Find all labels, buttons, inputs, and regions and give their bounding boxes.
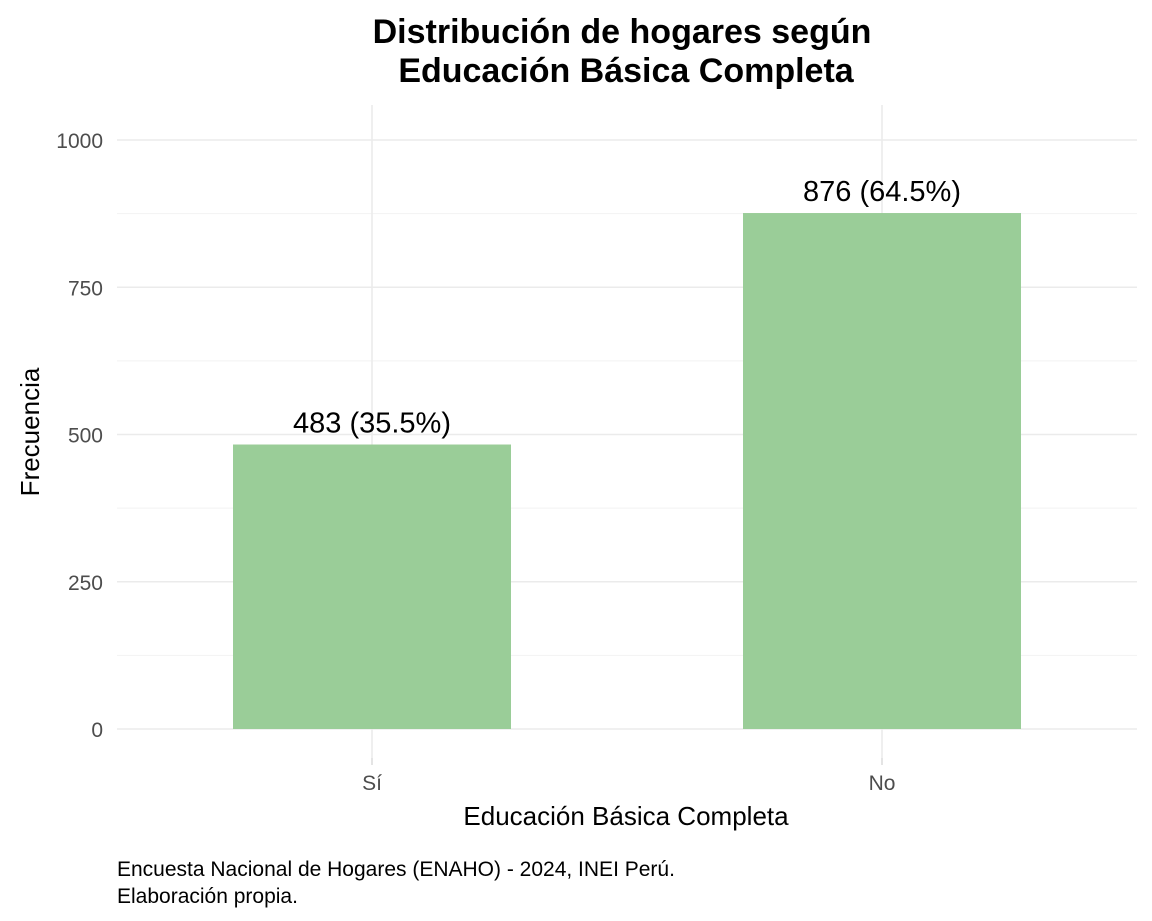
data-labels-layer: 483 (35.5%) 876 (64.5%) — [293, 176, 961, 439]
caption-line-1: Encuesta Nacional de Hogares (ENAHO) - 2… — [117, 858, 675, 881]
x-axis-title: Educación Básica Completa — [463, 801, 789, 831]
y-tick-label: 0 — [91, 719, 103, 742]
bars-layer — [233, 213, 1021, 729]
ticks-layer: 0 250 500 750 1000 Sí No — [56, 130, 895, 795]
caption-line-2: Elaboración propia. — [117, 885, 298, 908]
y-tick-label: 750 — [68, 277, 103, 300]
y-axis-title: Frecuencia — [15, 367, 45, 496]
x-tick-label: Sí — [362, 772, 382, 795]
chart-title-line-1: Distribución de hogares según — [373, 13, 872, 51]
x-tick-label: No — [869, 772, 896, 795]
y-tick-label: 250 — [68, 572, 103, 595]
bar — [233, 444, 511, 729]
chart-title-line-2: Educación Básica Completa — [398, 52, 854, 90]
y-tick-label: 500 — [68, 425, 103, 448]
bar — [743, 213, 1021, 729]
y-tick-label: 1000 — [56, 130, 103, 153]
bar-data-label: 483 (35.5%) — [293, 408, 451, 440]
bar-data-label: 876 (64.5%) — [803, 176, 961, 208]
